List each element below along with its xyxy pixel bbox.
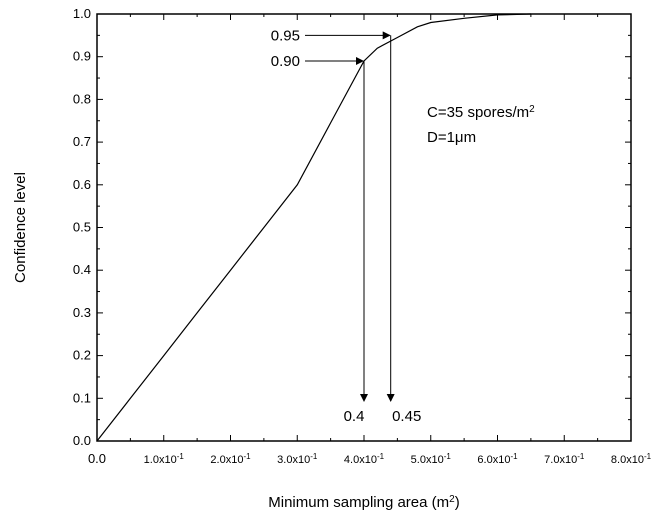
- note-diameter: D=1μm: [427, 129, 476, 146]
- y-tick-label: 0.1: [73, 390, 91, 405]
- y-tick-label: 0.7: [73, 134, 91, 149]
- y-tick-label: 0.8: [73, 91, 91, 106]
- note-concentration-sup: 2: [529, 104, 535, 115]
- x-tick-label: 1.0x10-1: [144, 452, 185, 467]
- x-tick-label: 3.0x10-1: [277, 452, 318, 467]
- y-axis-title: Confidence level: [12, 172, 29, 283]
- y-tick-label: 0.4: [73, 262, 91, 277]
- x-tick-label: 6.0x10-1: [477, 452, 518, 467]
- x-tick-label: 5.0x10-1: [411, 452, 452, 467]
- y-tick-label: 0.0: [73, 433, 91, 448]
- x-tick-label: 2.0x10-1: [210, 452, 251, 467]
- annotation-confidence-label: 0.95: [271, 27, 300, 44]
- x-tick-label: 8.0x10-1: [611, 452, 652, 467]
- y-tick-label: 0.5: [73, 220, 91, 235]
- plot-frame: [96, 13, 632, 442]
- annotation-confidence-label: 0.90: [271, 53, 300, 70]
- y-tick-label: 0.2: [73, 348, 91, 363]
- y-tick-label: 0.6: [73, 177, 91, 192]
- series-line-confidence: [96, 13, 531, 442]
- annotation-area-label: 0.4: [344, 408, 365, 425]
- tick-labels: 0.0 0.1 0.2 0.3 0.4 0.5 0.6 0.7 0.8 0.9 1.0 0.0 1.0x…: [73, 6, 652, 466]
- note-concentration-main: C=35 spores/m: [427, 104, 529, 121]
- x-tick-label: 7.0x10-1: [544, 452, 585, 467]
- y-tick-label: 1.0: [73, 6, 91, 21]
- annotation-area-label: 0.45: [392, 408, 421, 425]
- x-axis-title-suffix: ): [455, 494, 460, 511]
- x-axis-title-main: Minimum sampling area (m: [268, 494, 449, 511]
- annotations: 0.95 0.45 0.90 0.4: [271, 27, 422, 425]
- x-axis-title: Minimum sampling area (m2): [268, 494, 459, 512]
- x-tick-label: 0.0: [88, 451, 106, 466]
- note-concentration: C=35 spores/m2: [427, 104, 535, 122]
- y-tick-label: 0.9: [73, 49, 91, 64]
- x-tick-label: 4.0x10-1: [344, 452, 385, 467]
- x-axis-title-sup: 2: [449, 494, 455, 505]
- y-tick-label: 0.3: [73, 305, 91, 320]
